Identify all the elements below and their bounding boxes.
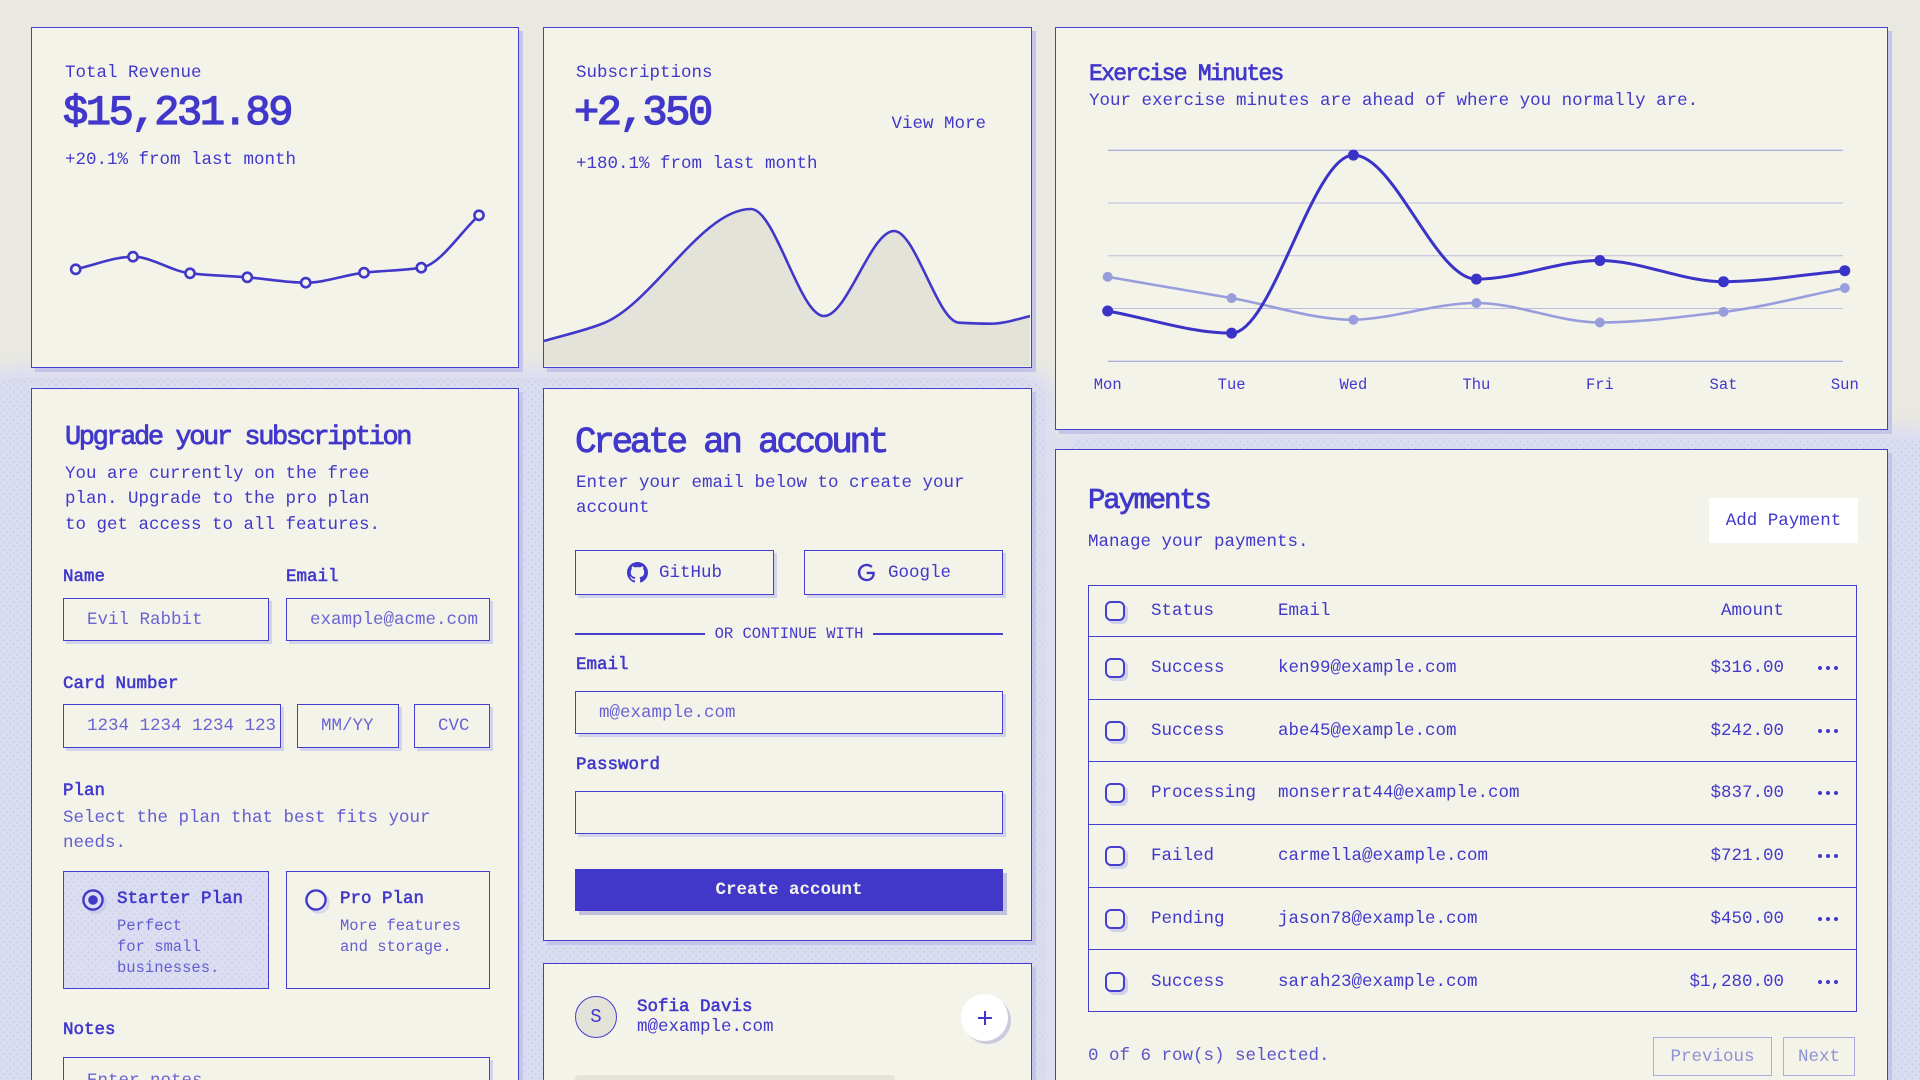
svg-text:Fri: Fri [1586, 376, 1614, 394]
svg-text:Mon: Mon [1094, 376, 1122, 394]
svg-text:Sun: Sun [1831, 376, 1859, 394]
svg-text:Wed: Wed [1339, 376, 1367, 394]
svg-text:Sat: Sat [1710, 376, 1738, 394]
svg-text:Thu: Thu [1462, 376, 1490, 394]
svg-text:Tue: Tue [1218, 376, 1246, 394]
